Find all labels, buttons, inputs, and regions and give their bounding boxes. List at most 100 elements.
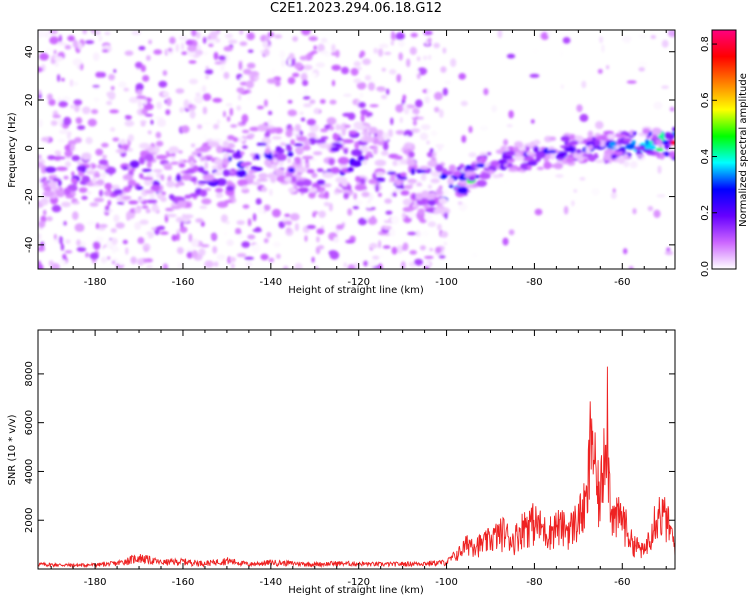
colorbar-tick-label: 0.4	[700, 149, 711, 165]
spectrogram-ridge-blob	[330, 167, 341, 174]
spectrogram-speckle	[109, 109, 119, 114]
spectrogram-speckle	[328, 202, 333, 212]
spectrogram-speckle	[251, 181, 261, 186]
spectrogram-speckle	[401, 261, 406, 269]
spectrogram-speckle	[106, 239, 113, 249]
spectrogram-speckle	[74, 223, 85, 232]
spectrogram-ridge-blob	[340, 189, 350, 193]
spectrogram-ridge-blob	[513, 155, 525, 161]
spectrogram-speckle	[461, 135, 467, 143]
spectrogram-ridge-blob	[42, 190, 55, 198]
spectrogram-speckle	[200, 221, 205, 227]
spectrogram-speckle	[318, 210, 326, 218]
spectrogram-speckle	[415, 230, 421, 237]
spectrogram-speckle	[353, 78, 362, 84]
spectrogram-speckle	[661, 39, 669, 48]
spectrogram-speckle	[317, 43, 325, 53]
spectrogram-speckle	[471, 252, 479, 258]
spectrogram-ridge-blob	[655, 147, 664, 152]
spectrogram-ridge-blob	[189, 193, 199, 198]
spectrogram-ridge-blob	[113, 188, 123, 195]
spectrogram-speckle	[204, 260, 214, 269]
spectrogram-ridge-blob	[214, 158, 224, 166]
spectrogram-ridge-blob	[61, 201, 71, 208]
spectrogram-speckle	[138, 156, 146, 165]
spectrogram-ridge-blob	[202, 157, 208, 161]
spectrogram-ridge-blob	[275, 168, 285, 177]
spectrogram-x-tick-label: -160	[172, 277, 195, 288]
spectrogram-ridge-blob	[236, 149, 241, 157]
spectrogram-ridge-blob	[80, 165, 87, 173]
spectrogram-speckle	[116, 201, 125, 205]
spectrogram-speckle	[220, 63, 225, 72]
spectrogram-speckle	[591, 188, 600, 196]
spectrogram-speckle	[202, 106, 208, 115]
spectrogram-ridge-blob	[573, 152, 585, 160]
spectrogram-speckle	[426, 140, 430, 145]
spectrogram-speckle	[81, 195, 88, 200]
spectrogram-ridge-blob	[92, 176, 97, 184]
snr-x-tick-label: -120	[347, 577, 370, 588]
spectrogram-ridge-blob	[64, 150, 73, 158]
spectrogram-ridge-blob	[595, 159, 605, 164]
spectrogram-ridge-blob	[588, 155, 597, 162]
spectrogram-ridge-blob	[38, 161, 44, 169]
spectrogram-speckle	[156, 171, 162, 179]
spectrogram-speckle	[610, 192, 617, 199]
spectrogram-speckle	[73, 99, 83, 106]
spectrogram-speckle	[375, 184, 380, 193]
spectrogram-speckle	[85, 40, 95, 44]
spectrogram-ridge-blob	[168, 146, 180, 154]
spectrogram-ridge-blob	[636, 149, 641, 156]
spectrogram-speckle	[39, 52, 49, 61]
spectrogram-ridge-blob	[298, 187, 310, 194]
spectrogram-speckle	[226, 239, 234, 247]
spectrogram-speckle	[383, 225, 392, 230]
spectrogram-ridge-blob	[240, 162, 249, 167]
spectrogram-speckle	[223, 110, 226, 118]
spectrogram-speckle	[236, 253, 247, 258]
spectrogram-ridge-blob	[646, 151, 656, 156]
spectrogram-speckle	[38, 30, 46, 38]
spectrogram-speckle	[502, 177, 509, 185]
spectrogram-ridge-blob	[222, 140, 229, 148]
spectrogram-speckle	[491, 105, 498, 113]
spectrogram-ridge-blob	[136, 186, 144, 191]
spectrogram-speckle	[320, 190, 324, 198]
spectrogram-speckle	[416, 73, 421, 80]
spectrogram-ridge-blob	[535, 151, 546, 159]
spectrogram-ridge-blob	[431, 171, 442, 178]
spectrogram-ridge-blob	[71, 178, 78, 184]
spectrogram-speckle	[58, 100, 68, 108]
spectrogram-speckle	[666, 247, 671, 252]
spectrogram-speckle	[129, 96, 139, 104]
spectrogram-speckle	[303, 64, 313, 71]
spectrogram-speckle	[359, 92, 364, 98]
spectrogram-speckle	[53, 49, 57, 55]
colorbar-ticks: 0.0 0.2 0.4 0.6 0.8	[700, 36, 717, 277]
spectrogram-ridge-blob	[256, 178, 269, 182]
spectrogram-ridge-blob	[189, 159, 195, 168]
spectrogram-speckle	[265, 35, 270, 42]
spectrogram-speckle	[441, 189, 449, 196]
spectrogram-speckle	[300, 117, 306, 122]
spectrogram-ridge-blob	[549, 136, 557, 141]
spectrogram-ridge-blob	[394, 179, 403, 186]
spectrogram-speckle	[506, 124, 513, 128]
spectrogram-ridge-blob	[144, 153, 154, 162]
spectrogram-speckle	[442, 47, 447, 54]
spectrogram-ridge-blob	[303, 139, 311, 146]
spectrogram-speckle	[111, 184, 120, 190]
spectrogram-ridge-blob	[51, 186, 60, 191]
spectrogram-y-tick-label: 40	[24, 45, 35, 58]
spectrogram-speckle	[306, 224, 316, 230]
spectrogram-speckle	[483, 88, 489, 96]
spectrogram-speckle	[38, 260, 41, 265]
spectrogram-ridge-blob	[217, 163, 223, 171]
spectrogram-y-axis-label: Frequency (Hz)	[7, 112, 18, 188]
spectrogram-ridge-blob	[468, 175, 476, 182]
spectrogram-speckle	[104, 205, 110, 211]
spectrogram-ridge-blob	[512, 146, 519, 152]
spectrogram-ridge-blob	[669, 151, 675, 159]
